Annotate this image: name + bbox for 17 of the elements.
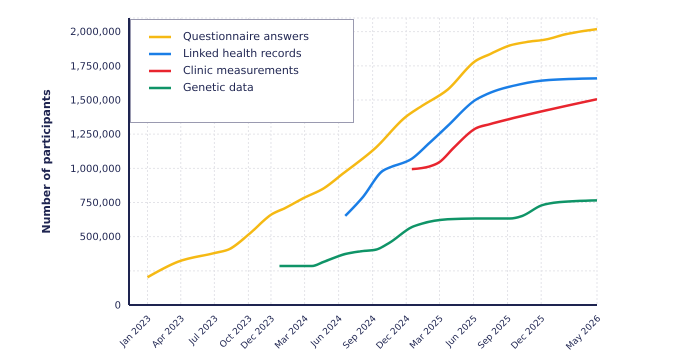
legend-label: Genetic data bbox=[183, 80, 254, 96]
line-series bbox=[146, 28, 597, 279]
y-tick-label: 1,750,000 bbox=[70, 61, 121, 72]
y-tick-label: 1,250,000 bbox=[70, 130, 121, 141]
legend-label: Questionnaire answers bbox=[183, 29, 309, 45]
y-axis-title: Number of participants bbox=[40, 88, 53, 234]
legend-label: Clinic measurements bbox=[183, 63, 299, 79]
y-tick-label: 750,000 bbox=[80, 198, 121, 210]
y-tick-label: 1,500,000 bbox=[70, 96, 121, 107]
y-tick-label: 500,000 bbox=[80, 232, 121, 244]
y-tick-label: 1,000,000 bbox=[70, 164, 121, 175]
line-series bbox=[278, 199, 597, 268]
y-tick-label: 0 bbox=[114, 300, 121, 312]
line-series bbox=[344, 77, 597, 218]
line-series bbox=[410, 98, 597, 170]
legend-label: Linked health records bbox=[183, 46, 302, 62]
y-tick-label: 2,000,000 bbox=[70, 27, 121, 38]
